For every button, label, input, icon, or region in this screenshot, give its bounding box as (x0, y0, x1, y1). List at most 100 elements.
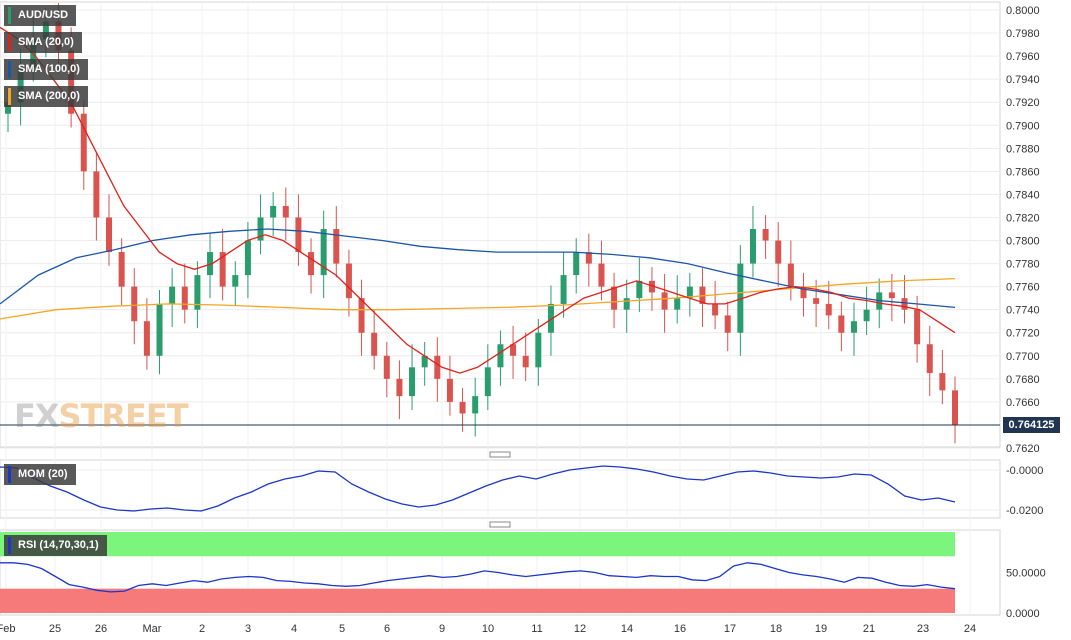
candle-body (295, 217, 302, 253)
candle-body (93, 171, 100, 218)
x-tick-label: 23 (917, 623, 929, 635)
mom-line (0, 465, 956, 512)
rsi-line (0, 562, 956, 593)
candle-body (762, 229, 769, 241)
candle-body (547, 303, 554, 333)
sma20-line (0, 26, 956, 374)
candle-body (143, 321, 150, 356)
mom-y-tick-label: -0.0200 (1006, 505, 1043, 517)
rsi-y-tick-label: 0.0000 (1006, 608, 1040, 620)
legend-mom: MOM (20) (4, 464, 76, 485)
candle-body (282, 205, 289, 218)
y-tick-label: 0.7880 (1006, 143, 1040, 155)
y-tick-label: 0.7620 (1006, 443, 1040, 455)
candle-body (749, 229, 756, 264)
sma200-label: SMA (200,0) (18, 90, 80, 102)
candle-body (345, 263, 352, 299)
panel-splitter-rsi[interactable] (489, 521, 511, 528)
candle-body (497, 344, 504, 368)
y-tick-label: 0.7780 (1006, 259, 1040, 271)
rsi-overbought-zone (0, 532, 955, 557)
candle-body (787, 263, 794, 287)
sma20-label: SMA (20,0) (18, 36, 74, 48)
candle-body (901, 298, 908, 310)
candle-body (156, 303, 163, 356)
candle-body (244, 240, 251, 276)
y-tick-label: 0.7980 (1006, 28, 1040, 40)
candle-body (674, 298, 681, 310)
symbol-label: AUD/USD (18, 9, 69, 21)
legend-rsi: RSI (14,70,30,1) (4, 535, 107, 556)
sma100-label: SMA (100,0) (18, 63, 80, 75)
candle-body (623, 298, 630, 310)
candle-body (888, 292, 895, 299)
candle-body (42, 21, 49, 39)
rsi-oversold-zone (0, 588, 955, 613)
candle-body (194, 275, 201, 310)
x-tick-label: 5 (339, 623, 345, 635)
x-tick-label: 16 (674, 623, 686, 635)
candle-body (484, 367, 491, 397)
candle-body (434, 355, 441, 379)
candle-body (585, 252, 592, 264)
y-tick-label: 0.7860 (1006, 166, 1040, 178)
y-tick-label: 0.7820 (1006, 212, 1040, 224)
candle-body (636, 280, 643, 299)
y-tick-label: 0.7760 (1006, 282, 1040, 294)
candle-body (421, 355, 428, 368)
candle-body (535, 332, 542, 368)
y-tick-label: 0.7920 (1006, 97, 1040, 109)
y-tick-label: 0.7960 (1006, 51, 1040, 63)
y-tick-label: 0.7720 (1006, 328, 1040, 340)
candle-body (560, 275, 567, 304)
y-tick-label: 0.7940 (1006, 74, 1040, 86)
candle-body (80, 113, 87, 172)
x-tick-label: 9 (439, 623, 445, 635)
candle-body (371, 332, 378, 356)
candle-body (573, 252, 580, 276)
y-tick-label: 0.7900 (1006, 120, 1040, 132)
mom-y-tick-label: -0.0000 (1006, 465, 1043, 477)
x-tick-label: 17 (724, 623, 736, 635)
candle-body (838, 315, 845, 333)
candle-body (308, 252, 315, 276)
candle-body (724, 315, 731, 333)
candle-body (712, 303, 719, 316)
y-tick-label: 0.8000 (1006, 5, 1040, 17)
x-tick-label: 2 (199, 623, 205, 635)
sma100-line (0, 228, 956, 309)
y-tick-label: 0.7680 (1006, 374, 1040, 386)
legend-sma20: SMA (20,0) (4, 32, 82, 53)
candle-body (181, 286, 188, 310)
legend-sma100: SMA (100,0) (4, 59, 88, 80)
candle-body (850, 321, 857, 333)
candle-body (383, 355, 390, 379)
legend-symbol: AUD/USD (4, 5, 77, 26)
candle-body (207, 252, 214, 276)
candle-body (459, 401, 466, 414)
last-price-tag: 0.764125 (1003, 417, 1060, 433)
y-tick-label: 0.7660 (1006, 397, 1040, 409)
candle-body (510, 344, 517, 356)
y-tick-label: 0.7740 (1006, 305, 1040, 317)
x-tick-label: 25 (49, 623, 61, 635)
candle-body (775, 240, 782, 264)
mom-label: MOM (20) (18, 468, 68, 480)
x-tick-label: 6 (384, 623, 390, 635)
x-tick-label: 10 (482, 623, 494, 635)
panel-splitter-mom[interactable] (489, 451, 511, 458)
candle-body (106, 217, 113, 253)
candle-body (661, 292, 668, 310)
candle-body (446, 378, 453, 402)
candle-body (813, 298, 820, 304)
y-tick-label: 0.7840 (1006, 189, 1040, 201)
candle-body (939, 373, 946, 391)
x-tick-label: 4 (291, 623, 297, 635)
candle-body (358, 298, 365, 333)
candle-body (333, 229, 340, 264)
candle-body (409, 367, 416, 397)
candle-body (118, 252, 125, 287)
candle-body (800, 286, 807, 299)
candle-body (522, 355, 529, 368)
